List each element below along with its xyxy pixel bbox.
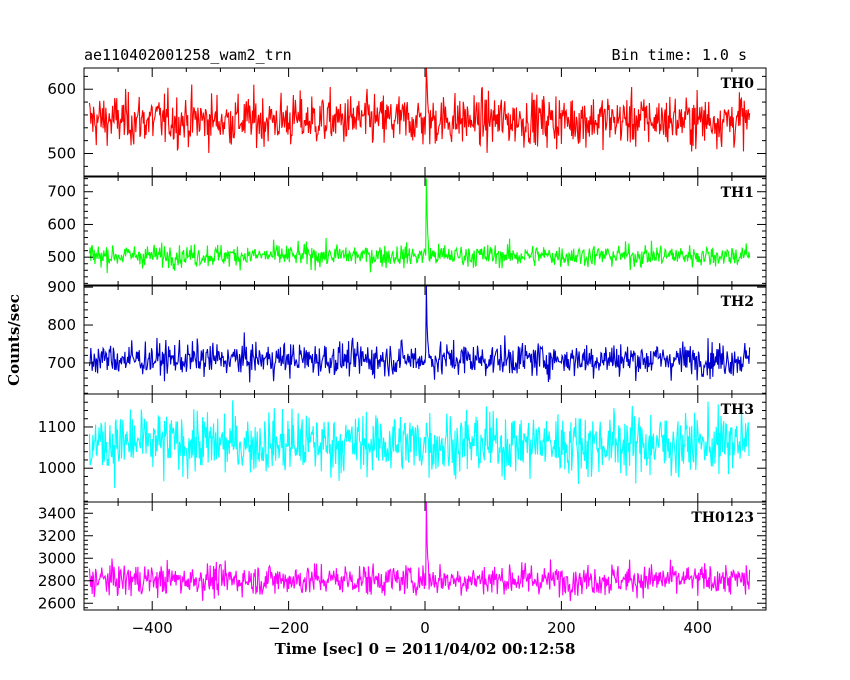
- chart-title-left: ae110402001258_wam2_trn: [84, 46, 292, 64]
- panel-label-th2: TH2: [721, 294, 754, 310]
- y-tick-label: 700: [47, 183, 76, 201]
- y-tick-label: 2600: [38, 594, 76, 612]
- series-line-th0: [88, 68, 751, 154]
- y-tick-label: 3000: [38, 549, 76, 567]
- y-tick-label: 600: [47, 215, 76, 233]
- panel-label-th0123: TH0123: [691, 510, 754, 526]
- y-tick-label: 500: [47, 248, 76, 266]
- y-tick-label: 1100: [38, 418, 76, 436]
- panel-frame-th0123: [83, 501, 767, 611]
- y-tick-label: 1000: [38, 459, 76, 477]
- series-line-th3: [88, 400, 750, 488]
- y-tick-label: 700: [47, 354, 76, 372]
- panel-label-th1: TH1: [721, 185, 754, 201]
- panel-frame-th2: [83, 285, 767, 395]
- y-axis-label: Counts/sec: [5, 294, 23, 386]
- panel-frame-th1: [83, 176, 767, 286]
- x-tick-label: −400: [132, 619, 173, 637]
- y-tick-label: 900: [47, 278, 76, 296]
- y-tick-label: 2800: [38, 572, 76, 590]
- x-axis-label: Time [sec] 0 = 2011/04/02 00:12:58: [275, 640, 576, 658]
- panel-label-th0: TH0: [721, 76, 755, 92]
- panels-group: 500 600 TH0 500 600 700 TH1 700 800 900 TH2 1000 110…: [38, 67, 767, 637]
- y-tick-label: 500: [47, 145, 76, 163]
- y-tick-label: 800: [47, 316, 76, 334]
- x-tick-label: 0: [420, 619, 430, 637]
- panel-label-th3: TH3: [721, 402, 754, 418]
- chart-title-right: Bin time: 1.0 s: [612, 46, 747, 64]
- x-tick-label: 200: [547, 619, 576, 637]
- y-tick-label: 600: [47, 80, 76, 98]
- series-line-th0123: [88, 502, 751, 602]
- x-tick-label: −200: [268, 619, 309, 637]
- x-tick-label: 400: [683, 619, 712, 637]
- series-line-th2: [88, 286, 751, 383]
- series-line-th1: [88, 178, 751, 274]
- y-tick-label: 3200: [38, 527, 76, 545]
- y-tick-label: 3400: [38, 504, 76, 522]
